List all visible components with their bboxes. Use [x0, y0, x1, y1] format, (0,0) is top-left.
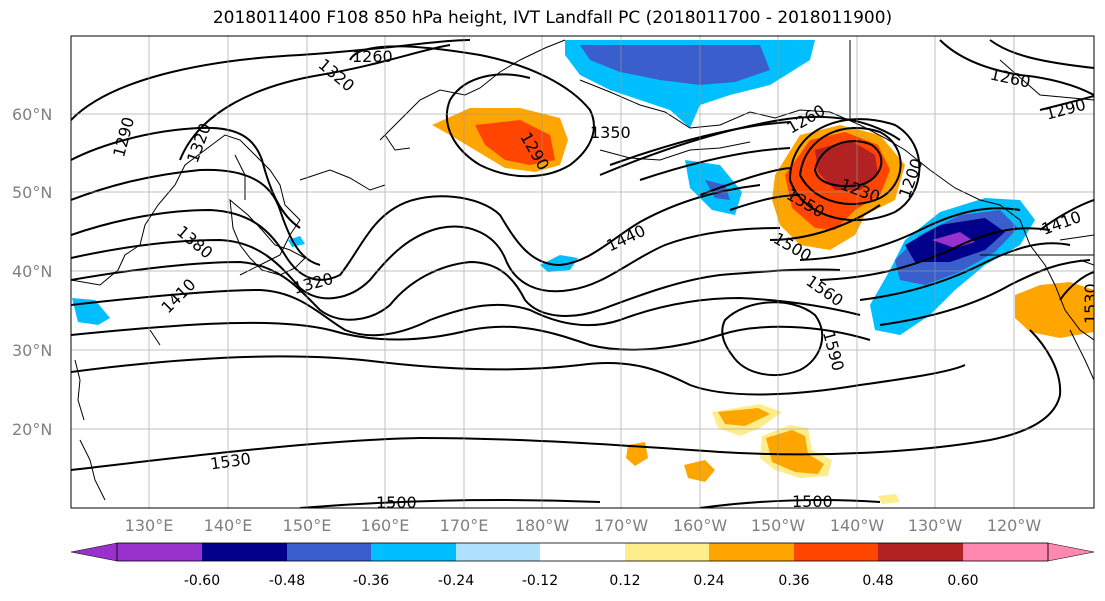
latitude-labels: 60°N 50°N 40°N 30°N 20°N [12, 105, 52, 439]
contour-label: 1260 [352, 47, 393, 66]
colorbar-segment [625, 543, 709, 561]
contour-label: 1500 [376, 493, 417, 512]
contour-label: 1530 [1081, 283, 1100, 324]
lon-label: 120°W [987, 516, 1042, 535]
lon-label: 160°E [361, 516, 410, 535]
lat-label: 60°N [12, 105, 52, 124]
colorbar-segment [709, 543, 794, 561]
colorbar-segment [794, 543, 878, 561]
lon-label: 150°E [283, 516, 332, 535]
colorbar-tick-label: 0.48 [862, 573, 893, 589]
colorbar-tick-label: -0.60 [184, 573, 220, 589]
colorbar-segment [456, 543, 540, 561]
colorbar-segment [878, 543, 963, 561]
longitude-labels: 130°E 140°E 150°E 160°E 170°E 180°W 170°… [125, 516, 1042, 535]
lon-label: 140°E [204, 516, 253, 535]
colorbar-tick-label: 0.12 [609, 573, 640, 589]
lat-label: 20°N [12, 420, 52, 439]
lon-label: 170°E [440, 516, 489, 535]
colorbar: -0.60 -0.48 -0.36 -0.24 -0.12 0.12 0.24 … [70, 542, 1095, 589]
colorbar-segment [540, 543, 625, 561]
colorbar-tick-label: 0.24 [693, 573, 724, 589]
colorbar-tick-label: -0.24 [438, 573, 474, 589]
colorbar-segment [287, 543, 371, 561]
map-title: 2018011400 F108 850 hPa height, IVT Land… [212, 8, 893, 28]
lon-label: 170°W [594, 516, 649, 535]
colorbar-tick-label: -0.48 [269, 573, 305, 589]
lon-label: 180°W [515, 516, 570, 535]
colorbar-tick-label: -0.12 [522, 573, 558, 589]
colorbar-tick-label: -0.36 [353, 573, 389, 589]
colorbar-tick-label: 0.60 [947, 573, 978, 589]
colorbar-frame [116, 542, 1049, 562]
lon-label: 130°W [908, 516, 963, 535]
lon-label: 150°W [751, 516, 806, 535]
colorbar-segment [371, 543, 456, 561]
colorbar-tick-label: 0.36 [778, 573, 809, 589]
map-frame [70, 35, 1095, 509]
lon-label: 140°W [830, 516, 885, 535]
lat-label: 50°N [12, 183, 52, 202]
colorbar-segment [202, 543, 287, 561]
contour-labels: 1260 1260 1290 1290 1320 1320 1350 1260 … [109, 47, 1100, 512]
lat-label: 30°N [12, 341, 52, 360]
lon-label: 160°W [673, 516, 728, 535]
height-contours [71, 39, 1094, 508]
colorbar-segment-high-extend [1047, 542, 1095, 562]
colorbar-segment-low-extend [70, 542, 118, 562]
colorbar-segment [117, 543, 202, 561]
colorbar-segment [963, 543, 1048, 561]
lat-label: 40°N [12, 262, 52, 281]
lon-label: 130°E [125, 516, 174, 535]
gridlines [71, 36, 1094, 508]
contour-label: 1350 [590, 123, 631, 142]
contour-label: 1500 [792, 492, 833, 511]
